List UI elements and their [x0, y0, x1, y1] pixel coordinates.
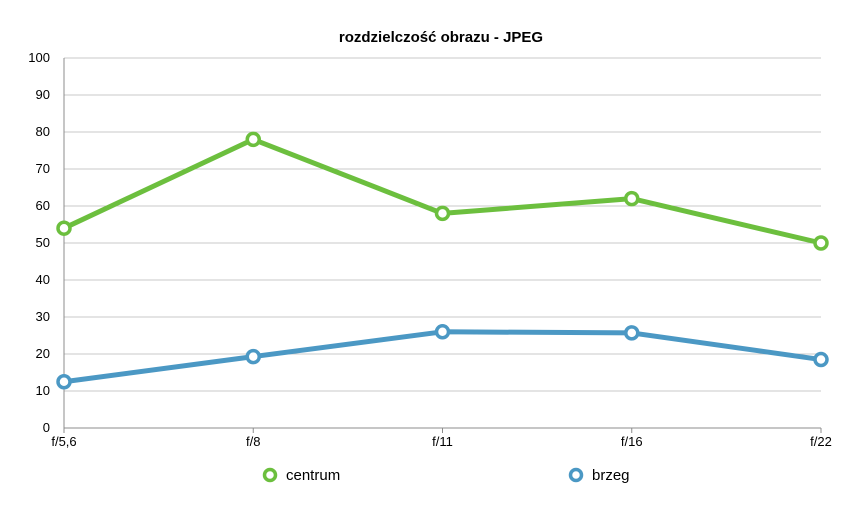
- series-lines: [56, 131, 829, 390]
- x-tick-label: f/11: [432, 434, 453, 449]
- gridlines: [63, 57, 821, 429]
- data-point-brzeg: [813, 351, 829, 368]
- data-point-centrum: [56, 220, 72, 236]
- data-point-brzeg: [56, 374, 72, 390]
- y-axis-ticks: 0 10 20 30 40 50 60 70 80 90 100: [28, 50, 50, 435]
- data-point-centrum: [434, 205, 451, 222]
- y-tick-label: 20: [36, 346, 50, 361]
- y-tick-label: 50: [36, 235, 50, 250]
- legend-label-centrum: centrum: [286, 467, 340, 484]
- chart-title: rozdzielczość obrazu - JPEG: [339, 29, 543, 46]
- legend-marker-centrum: [262, 467, 278, 483]
- x-tick-label: f/5,6: [51, 434, 76, 449]
- legend: centrum brzeg: [262, 467, 630, 484]
- data-point-brzeg: [434, 324, 451, 340]
- y-tick-label: 10: [36, 383, 50, 398]
- y-tick-label: 40: [36, 272, 50, 287]
- x-tick-label: f/22: [810, 434, 832, 449]
- y-tick-label: 90: [36, 87, 50, 102]
- data-point-centrum: [813, 235, 829, 251]
- data-point-brzeg: [245, 348, 261, 365]
- data-point-centrum: [245, 131, 261, 148]
- y-tick-label: 100: [28, 50, 50, 65]
- x-tick-label: f/8: [246, 434, 260, 449]
- data-point-brzeg: [624, 325, 640, 341]
- x-tick-label: f/16: [621, 434, 643, 449]
- series-line-centrum: [61, 136, 824, 246]
- legend-label-brzeg: brzeg: [592, 467, 630, 484]
- data-point-centrum: [624, 190, 640, 207]
- y-tick-label: 60: [36, 198, 50, 213]
- y-tick-label: 80: [36, 124, 50, 139]
- y-tick-label: 0: [43, 420, 50, 435]
- y-tick-label: 70: [36, 161, 50, 176]
- x-axis-ticks: f/5,6 f/8 f/11 f/16 f/22: [51, 428, 832, 449]
- y-tick-label: 30: [36, 309, 50, 324]
- legend-marker-brzeg: [568, 467, 584, 483]
